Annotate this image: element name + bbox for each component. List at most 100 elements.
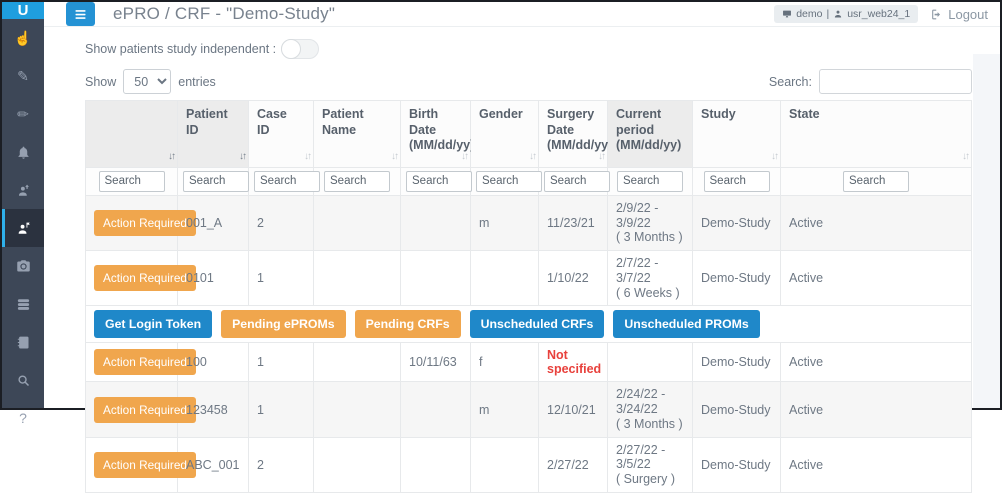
unscheduled-proms-button[interactable]: Unscheduled PROMs: [613, 310, 760, 339]
study-cell: Demo-Study: [692, 194, 781, 252]
sort-arrows-icon: ↓↑: [168, 151, 176, 163]
column-filter-input[interactable]: [183, 170, 249, 192]
logout-button[interactable]: Logout: [930, 7, 988, 22]
unscheduled-crfs-button[interactable]: Unscheduled CRFs: [469, 310, 605, 339]
period-range: 2/24/22 - 3/24/22: [616, 387, 666, 417]
column-header-patient-name[interactable]: Patient Name ↓↑: [313, 100, 401, 168]
state-cell: Active: [780, 342, 972, 383]
column-filter-input[interactable]: [324, 170, 390, 192]
surgery-date-cell: 2/27/22: [538, 436, 608, 493]
independent-toggle-row: Show patients study independent :: [85, 39, 972, 59]
desktop-icon: [783, 10, 792, 18]
page-right-margin: [973, 54, 1000, 408]
menu-toggle-button[interactable]: [66, 2, 95, 26]
column-header-birth-date-mm-dd-yy[interactable]: Birth Date (MM/dd/yy) ↓↑: [400, 100, 474, 168]
column-header-surgery-date-mm-dd-yy[interactable]: Surgery Date (MM/dd/yy) ↓↑: [538, 100, 612, 168]
sidebar-item-search[interactable]: [2, 361, 44, 399]
column-filter-input[interactable]: [98, 170, 165, 192]
action-required-button[interactable]: Action Required: [94, 265, 196, 292]
sidebar-item-user-flag[interactable]: [2, 209, 44, 247]
patient-name-cell: [313, 194, 401, 252]
patient-name-cell: [313, 250, 401, 307]
session-separator: |: [826, 8, 830, 20]
current-period-cell: 2/7/22 - 3/7/22( 6 Weeks ): [607, 250, 693, 307]
column-filter-cell: [692, 166, 781, 196]
action-required-button[interactable]: Action Required: [94, 210, 196, 236]
action-required-button[interactable]: Action Required: [94, 349, 196, 376]
show-label: Show: [85, 74, 117, 89]
sort-arrows-icon: ↓↑: [598, 151, 606, 163]
sidebar-item-database[interactable]: [2, 285, 44, 323]
main-area: ePRO / CRF - "Demo-Study" demo | usr_web…: [44, 2, 1000, 493]
birth-date-cell: [400, 250, 471, 307]
column-header-patient-id[interactable]: Patient ID ↓↑: [177, 100, 249, 168]
pending-eproms-button[interactable]: Pending ePROMs: [221, 310, 346, 339]
table-row[interactable]: Action Required ABC_001 2 2/27/22 2/27/22 - …: [85, 436, 972, 493]
patients-table: ↓↑ Patient ID ↓↑ Case ID ↓↑ Patient Name ↓↑ Bir…: [85, 100, 972, 493]
column-header-state[interactable]: State ↓↑: [780, 100, 972, 168]
column-filter-cell: [248, 166, 320, 196]
column-header-study[interactable]: Study ↓↑: [692, 100, 781, 168]
app-logo[interactable]: U: [2, 2, 44, 19]
column-filter-row: [85, 166, 972, 196]
patient-name-cell: [313, 436, 401, 493]
sort-arrows-icon: ↓↑: [304, 151, 312, 163]
expanded-detail-cell: Get Login Token Pending ePROMs Pending CRF…: [85, 305, 972, 344]
table-row[interactable]: Action Required 0101 1 1/10/22 2/7/22 - 3/7/…: [85, 250, 972, 307]
top-header: ePRO / CRF - "Demo-Study" demo | usr_web…: [44, 2, 1000, 26]
pending-crfs-button[interactable]: Pending CRFs: [354, 310, 461, 339]
table-row[interactable]: Action Required 001_A 2 m 11/23/21 2/9/22 - 3…: [85, 194, 972, 252]
column-filter-input[interactable]: [617, 170, 683, 192]
column-filter-input[interactable]: [254, 170, 320, 192]
column-label: State: [789, 107, 820, 121]
column-header-current-period-mm-dd-yy: Current period (MM/dd/yy): [607, 100, 693, 168]
column-header-case-id[interactable]: Case ID ↓↑: [248, 100, 314, 168]
column-filter-cell: [780, 166, 972, 196]
sort-arrows-icon: ↓↑: [461, 151, 469, 163]
independent-toggle-switch[interactable]: [281, 39, 320, 59]
gender-cell: m: [470, 194, 539, 252]
table-controls-row: Show 50 entries Search:: [85, 69, 972, 94]
table-row[interactable]: Action Required 100 1 10/11/63 f Not specifie…: [85, 342, 972, 383]
page-size-select[interactable]: 50: [123, 69, 172, 94]
get-login-token-button[interactable]: Get Login Token: [94, 310, 213, 339]
period-note: ( 6 Weeks ): [616, 285, 680, 300]
study-cell: Demo-Study: [692, 342, 781, 383]
sidebar-item-help[interactable]: ?: [2, 399, 44, 437]
patient-id-cell: 001_A: [177, 194, 249, 252]
column-filter-input[interactable]: [476, 170, 542, 192]
sidebar-item-user-arrow-up[interactable]: [2, 171, 44, 209]
column-label: Patient ID: [186, 107, 228, 137]
state-cell: Active: [780, 194, 972, 252]
sidebar-item-pen[interactable]: ✏: [2, 95, 44, 133]
sidebar-item-camera[interactable]: [2, 247, 44, 285]
sort-arrows-icon: ↓↑: [962, 151, 970, 163]
sidebar-item-pencil[interactable]: ✎: [2, 57, 44, 95]
action-required-button[interactable]: Action Required: [94, 451, 196, 478]
sidebar-item-hand-pointer[interactable]: ☝: [2, 19, 44, 57]
global-search-input[interactable]: [819, 69, 972, 94]
column-filter-input[interactable]: [544, 170, 610, 192]
sidebar-item-address-book[interactable]: [2, 323, 44, 361]
sidebar-item-bell[interactable]: [2, 133, 44, 171]
column-filter-input[interactable]: [703, 170, 770, 192]
case-id-cell: 1: [248, 342, 314, 383]
column-label: Study: [701, 107, 736, 121]
column-header-actions[interactable]: ↓↑: [85, 100, 178, 168]
column-filter-input[interactable]: [406, 170, 472, 192]
case-id-cell: 1: [248, 250, 314, 307]
pen-icon: ✏: [17, 106, 29, 122]
column-label: Current period (MM/dd/yy): [616, 107, 682, 153]
sidebar-nav: ☝ ✎ ✏?: [2, 19, 44, 437]
independent-toggle-label: Show patients study independent :: [85, 42, 277, 56]
current-period-cell: [607, 342, 693, 383]
column-filter-cell: [607, 166, 693, 196]
gender-cell: f: [470, 342, 539, 383]
surgery-date-cell: Not specified: [538, 342, 608, 383]
toggle-knob: [281, 39, 302, 59]
state-cell: Active: [780, 436, 972, 493]
column-filter-input[interactable]: [843, 170, 909, 192]
period-range: 2/27/22 - 3/5/22: [616, 442, 666, 472]
column-header-gender[interactable]: Gender ↓↑: [470, 100, 539, 168]
